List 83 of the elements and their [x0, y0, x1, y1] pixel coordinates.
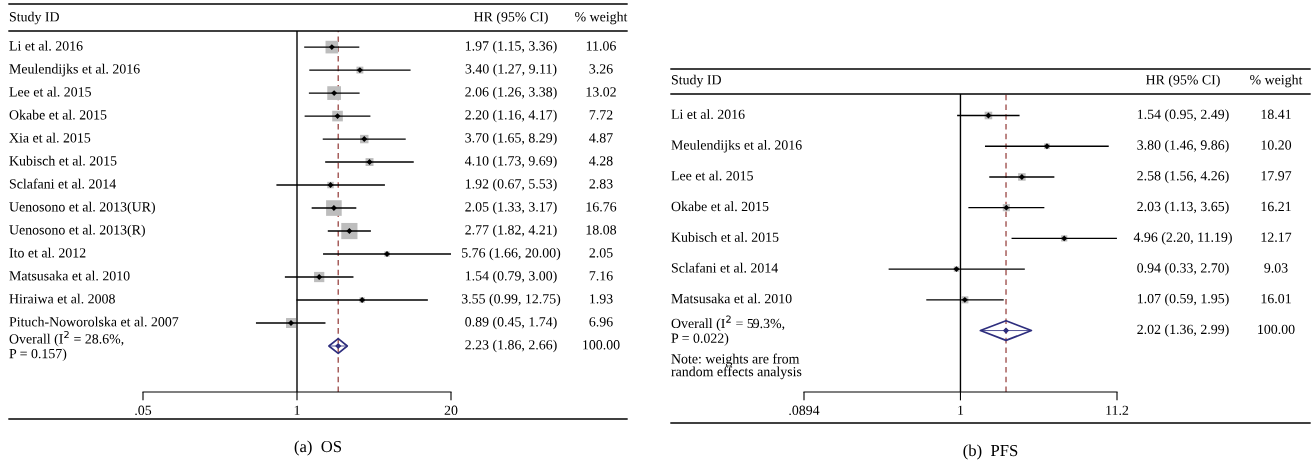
data-label: 1.92 (0.67, 5.53)	[465, 178, 557, 192]
text: 2.23 (1.86, 2.66)	[465, 339, 557, 353]
category-label: Hiraiwa et al. 2008	[9, 293, 115, 304]
text: 4.87	[589, 133, 613, 143]
text: 11.06	[586, 41, 616, 51]
category-label: Pituch-Noworolska et al. 2007	[9, 316, 179, 327]
category-label: Lee et al. 2015	[671, 170, 753, 181]
text: 6.96	[589, 317, 613, 327]
text: 18.08	[586, 225, 617, 235]
text: 2.05	[589, 248, 613, 258]
data-label: 1.07 (0.59, 1.95)	[1137, 293, 1229, 307]
data-label: 1.54 (0.79, 3.00)	[465, 270, 557, 284]
data-label: 2.58 (1.56, 4.26)	[1137, 170, 1229, 184]
category-label: Lee et al. 2015	[9, 86, 91, 97]
category-label: Matsusaka et al. 2010	[671, 293, 792, 304]
data-label: 3.55 (0.99, 12.75)	[461, 293, 561, 307]
text: 18.41	[1261, 109, 1291, 120]
category-label: Okabe et al. 2015	[671, 201, 769, 212]
data-label: 0.94 (0.33, 2.70)	[1137, 262, 1229, 276]
x-tick-label: .05	[135, 405, 152, 416]
category-label: Li et al. 2016	[671, 109, 745, 120]
data-label: 2.06 (1.26, 3.38)	[465, 86, 557, 100]
category-label: Li et al. 2016	[9, 40, 83, 51]
text: 12.17	[1261, 232, 1292, 242]
data-label: 1.54 (0.95, 2.49)	[1137, 109, 1229, 122]
x-tick-label: 11.2	[1106, 405, 1129, 416]
data-label: 3.40 (1.27, 9.11)	[465, 63, 557, 77]
category-label: Meulendijks et al. 2016	[671, 139, 802, 153]
text: (b) PFS	[963, 444, 1018, 460]
category-label: Kubisch et al. 2015	[671, 232, 779, 242]
category-label: Sclafani et al. 2014	[9, 178, 116, 189]
text: 16.01	[1261, 293, 1291, 304]
category-label: Xia et al. 2015	[9, 132, 91, 143]
text: Note: weights are from random effects analysis	[671, 353, 802, 380]
text: 16.76	[586, 202, 617, 212]
text: 3.26	[589, 64, 613, 74]
text: 7.72	[589, 110, 613, 120]
data-label: 4.10 (1.73, 9.69)	[464, 155, 557, 169]
text: 100.00	[583, 340, 620, 350]
y-axis-title: Study ID	[671, 74, 721, 88]
category-label: Okabe et al. 2015	[9, 109, 107, 120]
x-tick-label: 1	[294, 405, 300, 415]
data-label: 4.96 (2.20, 11.19)	[1133, 232, 1232, 245]
text: 100.00	[1258, 324, 1295, 335]
data-label: 3.70 (1.65, 8.29)	[465, 132, 557, 146]
data-label: 5.76 (1.66, 20.00)	[462, 247, 561, 261]
data-label: 2.03 (1.13, 3.65)	[1137, 201, 1229, 214]
text: 16.21	[1261, 201, 1291, 212]
data-label: 2.77 (1.82, 4.21)	[465, 224, 557, 238]
text: 7.16	[589, 271, 613, 281]
data-label: 2.05 (1.33, 3.17)	[465, 201, 557, 215]
text: 2.83	[589, 179, 613, 189]
text: 10.20	[1261, 140, 1292, 150]
text: HR (95% CI)	[473, 11, 548, 25]
text: (a) OS	[294, 440, 342, 456]
point	[327, 86, 342, 100]
text: HR (95% CI)	[1145, 74, 1220, 88]
y-axis-title: Study ID	[9, 11, 59, 25]
data-label: 1.97 (1.15, 3.36)	[465, 40, 557, 54]
category-label: Kubisch et al. 2015	[9, 155, 117, 166]
category-label: Overall (I$^{2}$ = 59.3%, P = 0.022)	[671, 315, 785, 346]
text: 1.93	[590, 294, 613, 304]
x-tick-label: 1	[958, 405, 964, 415]
category-label: Uenosono et al. 2013(UR)	[9, 201, 155, 215]
category-label: Sclafani et al. 2014	[671, 262, 778, 273]
text: 4.28	[589, 156, 613, 166]
data-label: 2.20 (1.16, 4.17)	[465, 109, 557, 123]
text: 9.03	[1264, 263, 1288, 273]
data-label: 3.80 (1.46, 9.86)	[1137, 139, 1229, 153]
category-label: Ito et al. 2012	[9, 247, 86, 258]
x-tick-label: 20	[444, 405, 458, 415]
text: % weight	[1250, 74, 1303, 88]
category-label: Meulendijks et al. 2016	[9, 63, 140, 77]
point	[328, 337, 349, 355]
x-tick-label: .0894	[789, 405, 820, 416]
text: 2.02 (1.36, 2.99)	[1137, 324, 1229, 337]
category-label: Matsusaka et al. 2010	[9, 270, 130, 281]
category-label: Overall (I$^{2}$ = 28.6%, P = 0.157)	[9, 330, 124, 362]
text: % weight	[575, 11, 628, 25]
data-label: 0.89 (0.45, 1.74)	[465, 316, 557, 330]
text: 17.97	[1261, 171, 1292, 181]
category-label: Uenosono et al. 2013(R)	[9, 224, 145, 238]
text: 13.02	[586, 87, 616, 97]
